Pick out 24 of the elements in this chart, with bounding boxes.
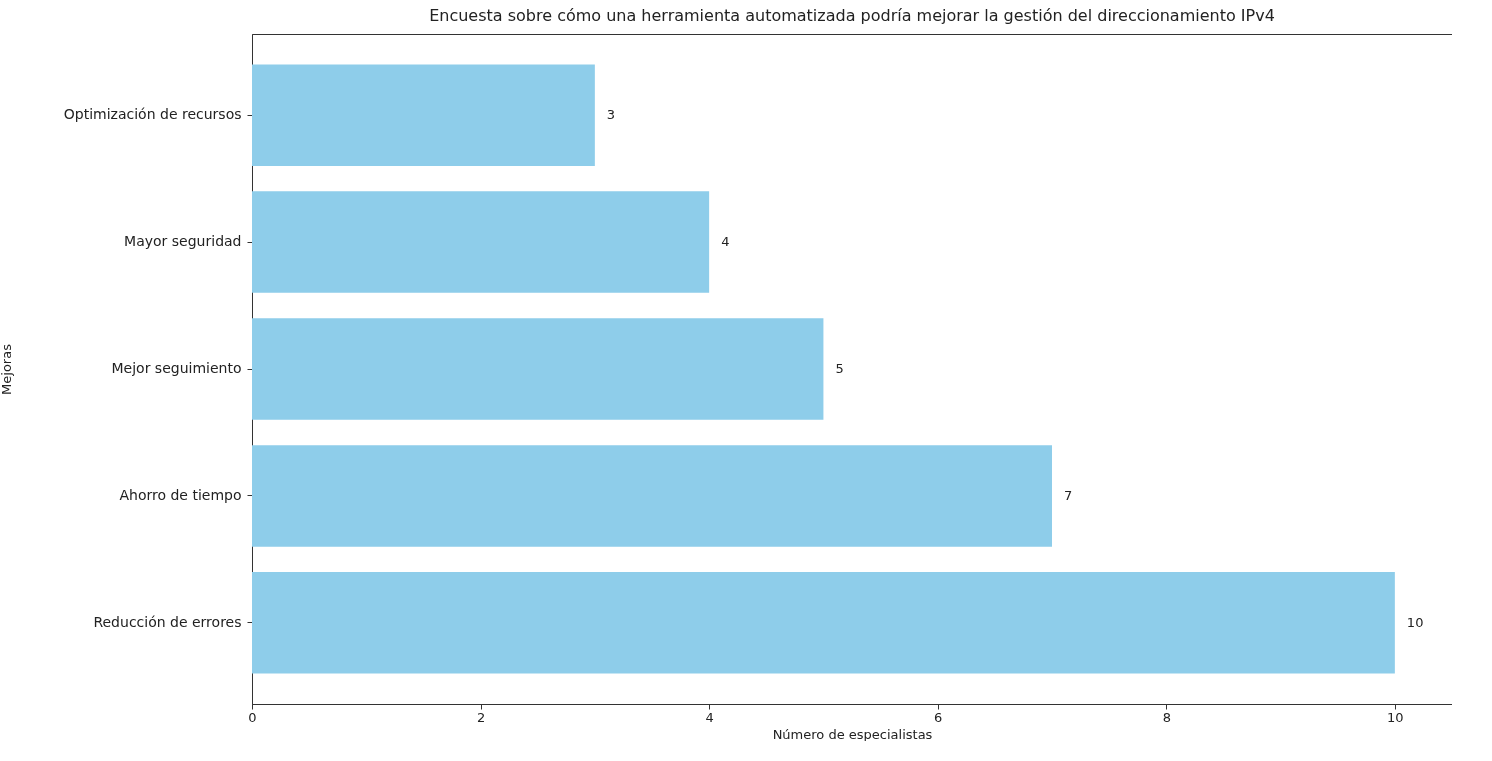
y-axis-title: Mejoras (0, 343, 14, 395)
y-tick-label: Ahorro de tiempo (119, 486, 242, 503)
x-tick-label: 8 (1162, 709, 1171, 725)
data-label: 10 (1406, 614, 1424, 630)
bar (252, 64, 595, 166)
y-tick-label: Optimización de recursos (63, 106, 242, 123)
bar (252, 191, 710, 293)
chart-title: Encuesta sobre cómo una herramienta automatizada podría mejorar la gestión del direccionamiento IPv4 (429, 6, 1275, 25)
x-tick-label: 4 (705, 709, 714, 725)
x-tick-label: 2 (476, 709, 486, 725)
x-tick-label: 6 (934, 709, 943, 725)
y-tick-label: Mayor seguridad (124, 233, 242, 250)
x-tick-label: 10 (1387, 709, 1404, 725)
y-tick-label: Reducción de errores (93, 613, 242, 630)
x-axis-title: Número de especialistas (772, 726, 933, 742)
x-tick-label: 0 (248, 709, 257, 725)
data-label: 5 (835, 361, 844, 376)
bar (252, 318, 824, 420)
data-label: 7 (1064, 487, 1073, 503)
data-label: 3 (606, 107, 616, 123)
bar (252, 572, 1395, 674)
y-tick-label: Mejor seguimiento (111, 360, 242, 376)
data-label: 4 (721, 234, 730, 250)
bar (252, 445, 1052, 547)
